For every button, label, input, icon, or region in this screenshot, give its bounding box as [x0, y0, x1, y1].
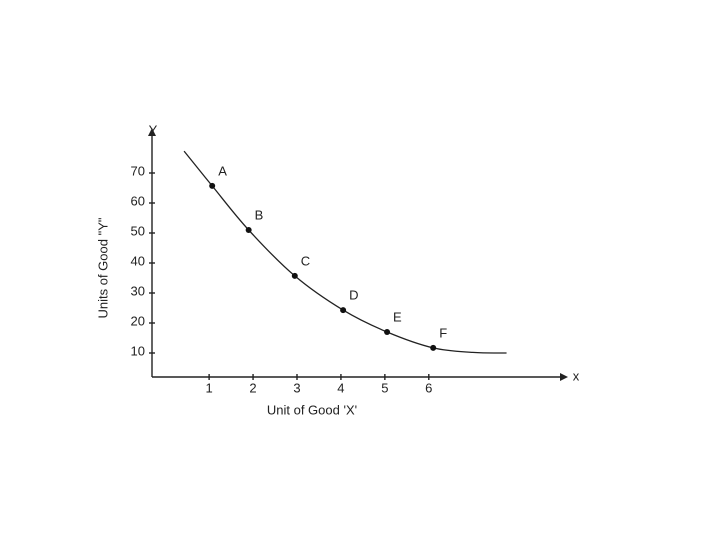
x-tick-label: 4 — [337, 380, 344, 395]
point — [209, 182, 216, 189]
y-tick-label: 10 — [131, 343, 145, 358]
x-tick-label: 2 — [249, 380, 256, 395]
point-label: D — [349, 288, 358, 303]
point-label: A — [218, 163, 227, 178]
point — [430, 344, 437, 351]
y-tick-label: 30 — [131, 283, 145, 298]
point — [245, 227, 252, 233]
y-arrow — [148, 128, 156, 136]
point-label: B — [255, 207, 264, 222]
y-axis-name: Y — [149, 122, 158, 137]
x-tick-label: 6 — [425, 380, 432, 395]
x-axis-name: x — [573, 368, 580, 383]
x-arrow — [560, 373, 568, 381]
point-label: F — [439, 325, 447, 340]
y-axis-label: Units of Good "Y" — [95, 217, 110, 318]
x-tick-label: 1 — [205, 380, 212, 395]
x-axis-label: Unit of Good 'X' — [267, 402, 357, 417]
indifference-curve — [183, 150, 507, 354]
point — [340, 307, 347, 314]
x-tick-label: 5 — [381, 380, 388, 395]
point-label: C — [301, 253, 310, 268]
point — [291, 272, 298, 279]
y-tick-label: 20 — [131, 313, 145, 328]
x-tick-label: 3 — [293, 380, 300, 395]
y-tick-label: 50 — [131, 223, 145, 238]
y-tick-label: 40 — [131, 253, 145, 268]
point-label: E — [393, 309, 402, 324]
y-tick-label: 70 — [131, 163, 145, 178]
y-tick-label: 60 — [131, 193, 145, 208]
point — [384, 329, 391, 335]
